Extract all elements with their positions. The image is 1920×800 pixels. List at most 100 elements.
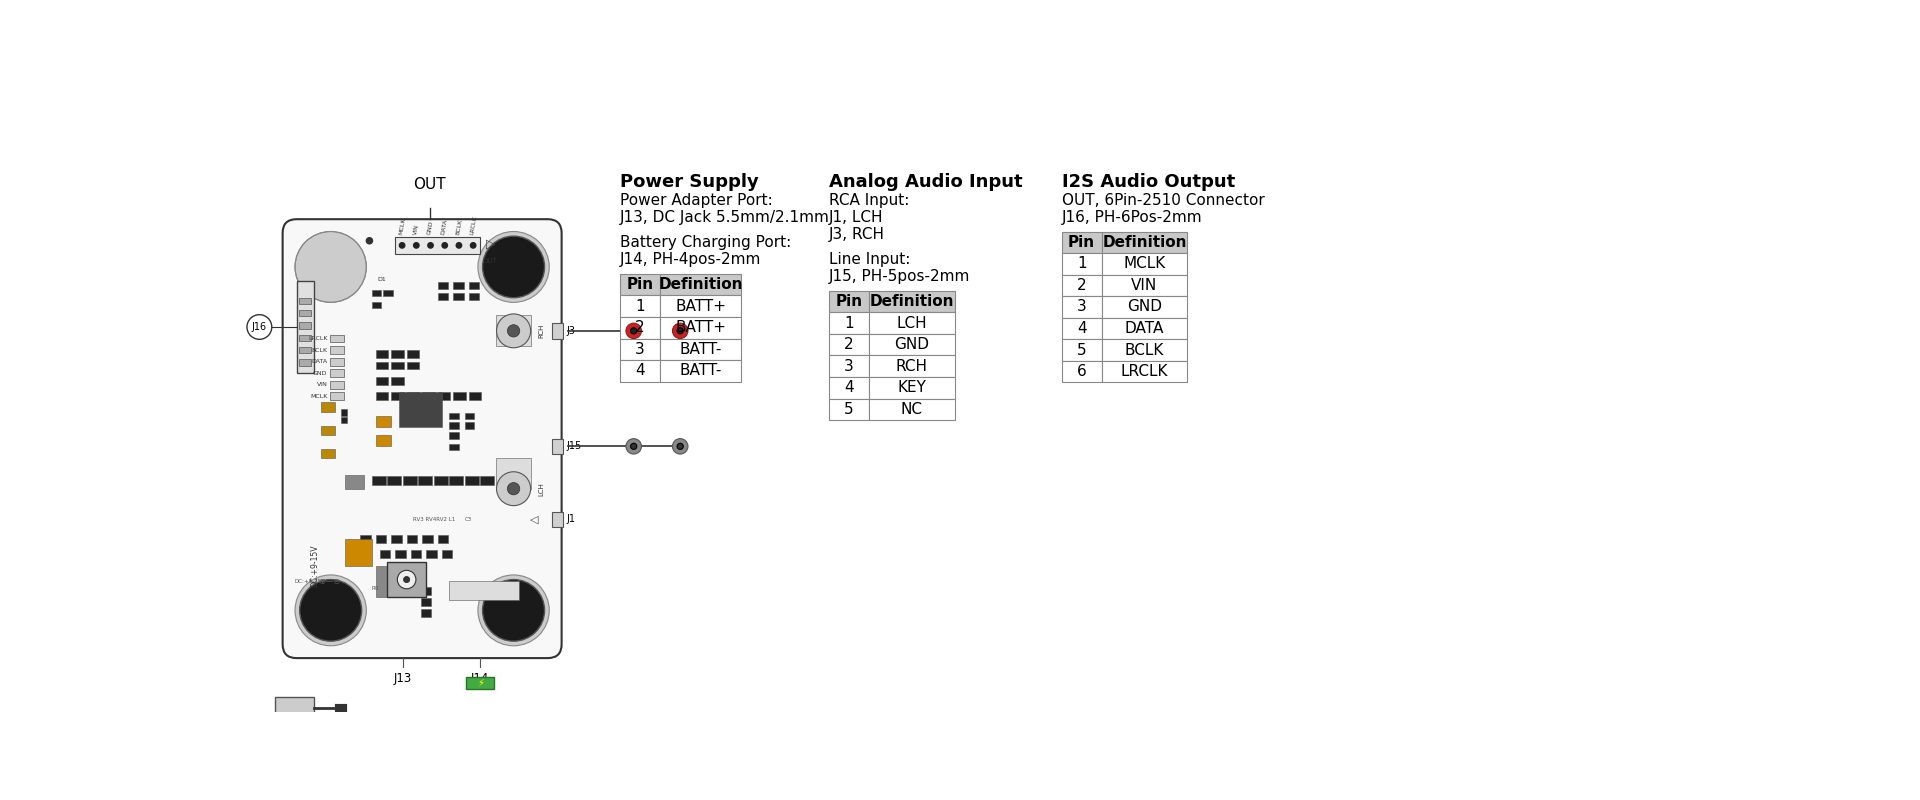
Circle shape — [678, 328, 684, 334]
Text: Power Supply: Power Supply — [620, 173, 758, 191]
Circle shape — [428, 242, 434, 248]
Bar — [376, 535, 386, 542]
Bar — [1102, 318, 1187, 339]
Bar — [553, 323, 563, 338]
Text: R0: R0 — [372, 586, 380, 591]
Bar — [300, 334, 311, 341]
Bar — [660, 317, 741, 338]
Text: I2S Audio Output: I2S Audio Output — [1062, 173, 1235, 191]
Circle shape — [367, 238, 372, 244]
Text: LRCLK: LRCLK — [307, 336, 328, 341]
Bar — [420, 609, 432, 617]
Bar — [300, 310, 311, 316]
Text: 3: 3 — [1077, 299, 1087, 314]
Bar — [438, 282, 449, 289]
Bar — [376, 377, 388, 385]
Text: J1: J1 — [566, 514, 576, 525]
Circle shape — [300, 236, 361, 298]
Bar — [870, 355, 954, 377]
Bar — [453, 282, 465, 289]
Bar — [829, 355, 870, 377]
Circle shape — [300, 579, 361, 641]
Text: LCH: LCH — [538, 482, 545, 496]
Bar — [467, 677, 493, 689]
Text: J15: J15 — [566, 442, 582, 451]
Text: Power Adapter Port:: Power Adapter Port: — [620, 193, 772, 208]
Circle shape — [457, 242, 461, 248]
Circle shape — [478, 575, 549, 646]
Circle shape — [507, 482, 520, 495]
Text: OUT: OUT — [413, 178, 445, 192]
Bar — [829, 312, 870, 334]
Circle shape — [497, 472, 530, 506]
Text: 4: 4 — [1077, 321, 1087, 336]
Bar — [465, 476, 478, 485]
Text: J14: J14 — [470, 672, 490, 685]
Text: 1: 1 — [636, 298, 645, 314]
Bar — [388, 562, 426, 597]
Text: 5: 5 — [1077, 342, 1087, 358]
Bar — [1062, 296, 1102, 318]
Text: RCH: RCH — [897, 358, 927, 374]
Text: 4: 4 — [636, 363, 645, 378]
Bar — [553, 438, 563, 454]
Bar — [372, 290, 380, 296]
Text: Pin: Pin — [1068, 235, 1094, 250]
Bar — [870, 398, 954, 420]
Text: BATT+: BATT+ — [676, 298, 726, 314]
Circle shape — [482, 579, 545, 641]
Text: J14, PH-4pos-2mm: J14, PH-4pos-2mm — [620, 252, 760, 267]
Text: 2: 2 — [1077, 278, 1087, 293]
Text: BATT-: BATT- — [680, 363, 722, 378]
Bar — [376, 566, 415, 597]
Text: 3: 3 — [845, 358, 854, 374]
Text: DATA: DATA — [311, 359, 328, 364]
Circle shape — [672, 438, 687, 454]
Bar — [344, 475, 365, 489]
Text: BCLK: BCLK — [455, 218, 463, 235]
Bar — [407, 393, 419, 400]
Bar — [660, 360, 741, 382]
Bar — [1102, 339, 1187, 361]
Text: 1: 1 — [1077, 256, 1087, 271]
Bar — [403, 476, 417, 485]
Text: J15, PH-5pos-2mm: J15, PH-5pos-2mm — [829, 270, 970, 284]
Bar — [870, 334, 954, 355]
Bar — [376, 350, 388, 358]
Text: GND: GND — [1127, 299, 1162, 314]
Text: LRCLK: LRCLK — [1121, 364, 1167, 379]
Bar — [420, 598, 432, 606]
Bar — [829, 334, 870, 355]
Circle shape — [470, 242, 476, 248]
Text: 3: 3 — [636, 342, 645, 357]
Text: KEY: KEY — [897, 380, 925, 395]
Bar — [495, 458, 530, 489]
Bar — [829, 398, 870, 420]
Text: Definition: Definition — [659, 277, 743, 292]
Text: ▷: ▷ — [486, 238, 495, 250]
Text: 2: 2 — [845, 338, 854, 352]
Bar — [419, 476, 432, 485]
Text: BCLK: BCLK — [311, 347, 328, 353]
Bar — [376, 362, 388, 370]
FancyBboxPatch shape — [282, 219, 563, 658]
Text: LCH: LCH — [897, 316, 927, 330]
Circle shape — [626, 323, 641, 338]
Bar — [300, 359, 311, 366]
Text: ⚡: ⚡ — [476, 678, 484, 688]
Bar — [449, 422, 459, 429]
Bar — [1102, 296, 1187, 318]
Bar — [330, 393, 344, 400]
Bar — [392, 377, 403, 385]
Bar — [300, 322, 311, 329]
Text: 5: 5 — [845, 402, 854, 417]
Circle shape — [403, 577, 409, 582]
Text: ⊕—⊖: ⊕—⊖ — [319, 577, 340, 586]
Text: C3: C3 — [465, 517, 472, 522]
Bar — [330, 370, 344, 377]
Bar — [376, 434, 392, 446]
Text: J1, LCH: J1, LCH — [829, 210, 883, 225]
Bar — [468, 282, 480, 289]
Text: D1: D1 — [378, 277, 386, 282]
Bar — [376, 393, 388, 400]
